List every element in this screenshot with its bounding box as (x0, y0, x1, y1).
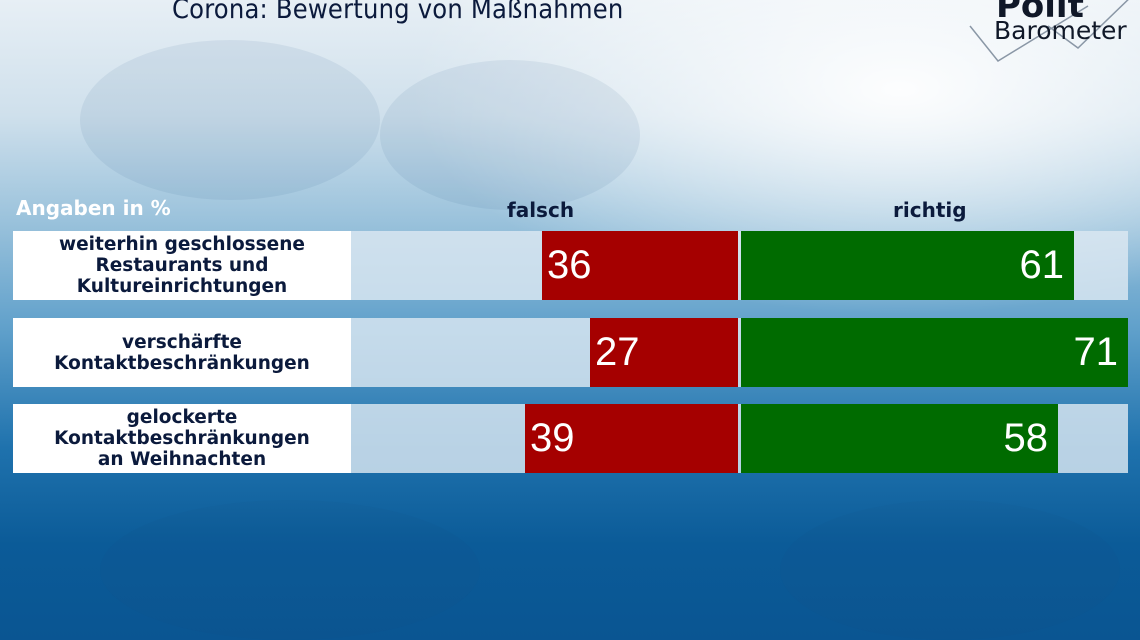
background-virus-shape (80, 40, 380, 200)
chart-row: gelockerte Kontaktbeschränkungen an Weih… (13, 404, 1128, 473)
chart-row: verschärfte Kontaktbeschränkungen 27 71 (13, 318, 1128, 387)
logo-polit-text: Polit (996, 0, 1084, 26)
column-header-richtig: richtig (893, 198, 967, 222)
row-label: verschärfte Kontaktbeschränkungen (13, 318, 351, 387)
value-richtig: 71 (1073, 330, 1119, 374)
value-richtig: 58 (1003, 416, 1049, 460)
row-label: gelockerte Kontaktbeschränkungen an Weih… (13, 404, 351, 473)
chart-row: weiterhin geschlossene Restaurants und K… (13, 231, 1128, 300)
value-falsch: 36 (547, 243, 592, 287)
bar-richtig: 71 (741, 318, 1128, 387)
checkmark-icon (969, 0, 1129, 62)
background-virus-shape (100, 500, 480, 640)
logo-barometer-text: Barometer (994, 16, 1127, 45)
value-falsch: 39 (530, 416, 575, 460)
value-richtig: 61 (1019, 243, 1065, 287)
bar-falsch: 27 (590, 318, 738, 387)
bar-richtig: 58 (741, 404, 1058, 473)
background-virus-shape (780, 500, 1120, 640)
chart-title: Corona: Bewertung von Maßnahmen (172, 0, 624, 25)
politbarometer-logo: Polit Barometer (968, 0, 1138, 62)
bar-falsch: 39 (525, 404, 738, 473)
row-label: weiterhin geschlossene Restaurants und K… (13, 231, 351, 300)
background-virus-shape (380, 60, 640, 210)
value-falsch: 27 (595, 330, 640, 374)
bar-falsch: 36 (542, 231, 738, 300)
column-header-falsch: falsch (507, 198, 575, 222)
bar-richtig: 61 (741, 231, 1074, 300)
unit-label: Angaben in % (16, 196, 171, 220)
